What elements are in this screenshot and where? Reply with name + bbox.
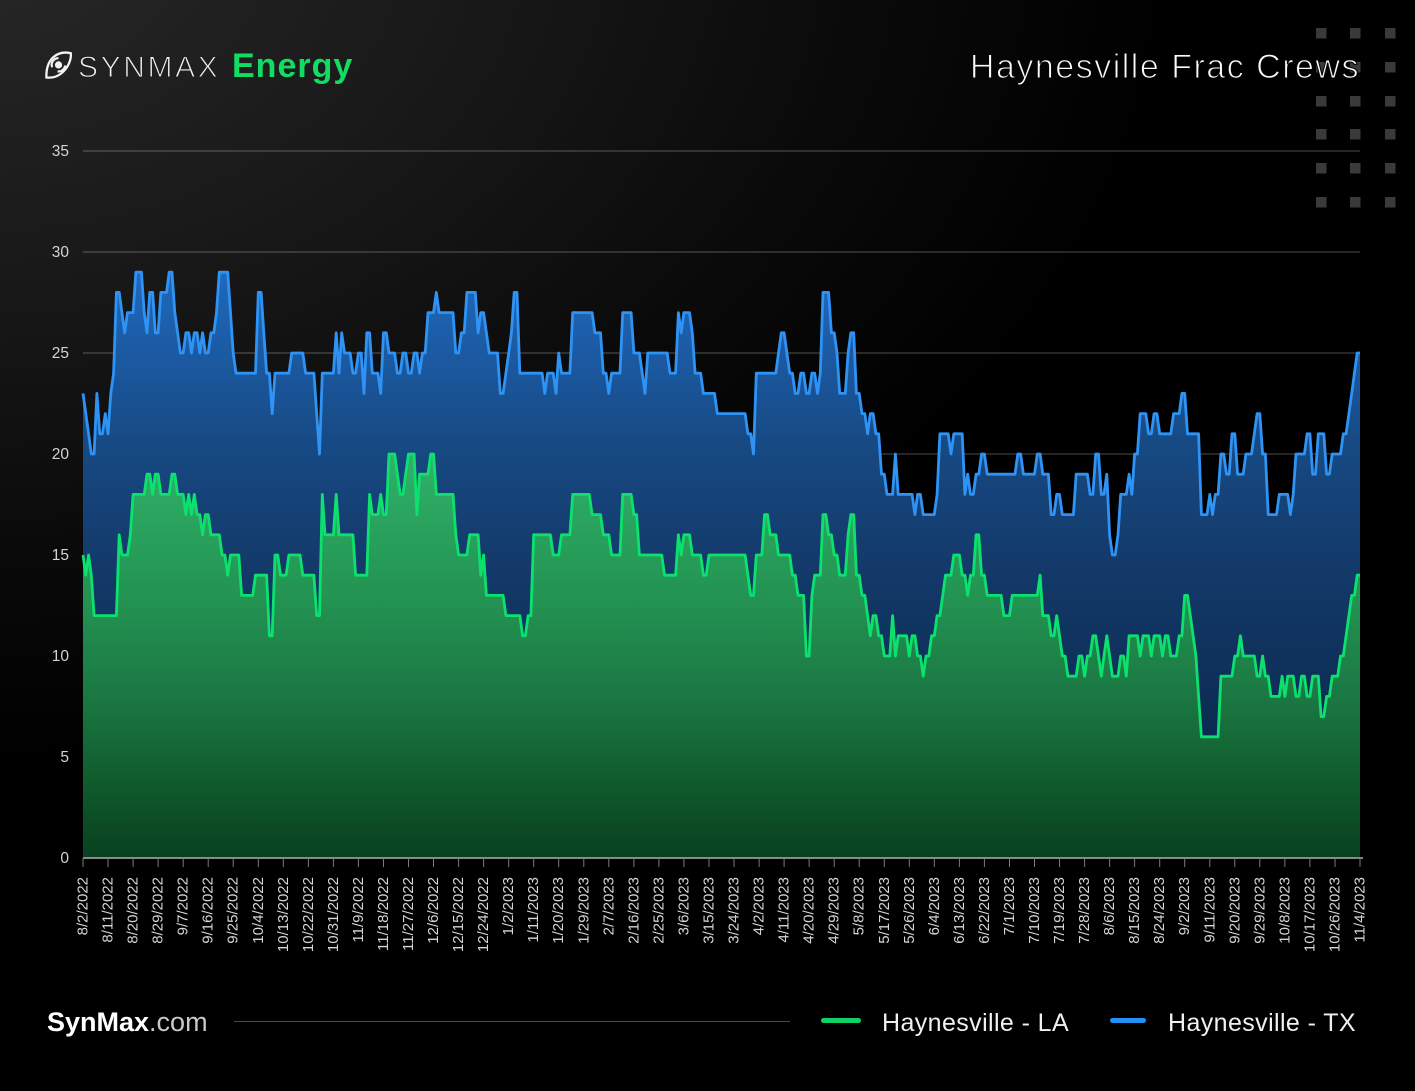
svg-text:8/24/2023: 8/24/2023	[1151, 877, 1168, 944]
svg-text:Haynesville Frac Crews: Haynesville Frac Crews	[970, 48, 1360, 86]
svg-text:35: 35	[52, 143, 69, 160]
svg-text:7/28/2023: 7/28/2023	[1076, 877, 1093, 944]
svg-text:SynMax.com: SynMax.com	[47, 1007, 208, 1037]
svg-text:3/15/2023: 3/15/2023	[701, 877, 718, 944]
svg-text:9/2/2023: 9/2/2023	[1176, 877, 1193, 935]
svg-text:0: 0	[60, 850, 69, 867]
svg-text:10/31/2022: 10/31/2022	[325, 877, 342, 952]
svg-text:5/17/2023: 5/17/2023	[876, 877, 893, 944]
svg-text:12/24/2022: 12/24/2022	[475, 877, 492, 952]
svg-text:9/25/2022: 9/25/2022	[225, 877, 242, 944]
svg-text:6/4/2023: 6/4/2023	[926, 877, 943, 935]
svg-text:10: 10	[52, 648, 70, 665]
svg-text:7/19/2023: 7/19/2023	[1051, 877, 1068, 944]
svg-text:7/1/2023: 7/1/2023	[1001, 877, 1018, 935]
svg-text:6/13/2023: 6/13/2023	[951, 877, 968, 944]
svg-text:SYNMAX: SYNMAX	[78, 51, 220, 84]
svg-text:1/11/2023: 1/11/2023	[525, 877, 542, 943]
svg-text:9/7/2022: 9/7/2022	[175, 877, 192, 935]
svg-text:5: 5	[60, 749, 69, 766]
svg-text:8/20/2022: 8/20/2022	[125, 877, 142, 944]
svg-text:4/29/2023: 4/29/2023	[826, 877, 843, 944]
svg-text:10/26/2023: 10/26/2023	[1327, 877, 1344, 952]
svg-text:12/15/2022: 12/15/2022	[450, 877, 467, 952]
svg-text:11/9/2022: 11/9/2022	[350, 877, 367, 943]
svg-text:9/20/2023: 9/20/2023	[1226, 877, 1243, 944]
svg-text:12/6/2022: 12/6/2022	[425, 877, 442, 944]
svg-text:8/6/2023: 8/6/2023	[1101, 877, 1118, 935]
svg-text:15: 15	[52, 547, 69, 564]
svg-text:3/24/2023: 3/24/2023	[726, 877, 743, 944]
svg-text:2/7/2023: 2/7/2023	[600, 877, 617, 935]
svg-text:9/11/2023: 9/11/2023	[1201, 877, 1218, 943]
svg-text:1/20/2023: 1/20/2023	[550, 877, 567, 944]
svg-text:Haynesville - LA: Haynesville - LA	[882, 1009, 1069, 1037]
svg-text:6/22/2023: 6/22/2023	[976, 877, 993, 944]
svg-text:5/8/2023: 5/8/2023	[851, 877, 868, 935]
svg-text:5/26/2023: 5/26/2023	[901, 877, 918, 944]
svg-text:4/2/2023: 4/2/2023	[751, 877, 768, 935]
svg-text:Energy: Energy	[232, 47, 353, 85]
svg-text:1/29/2023: 1/29/2023	[575, 877, 592, 944]
svg-text:Haynesville - TX: Haynesville - TX	[1168, 1009, 1356, 1037]
svg-text:4/11/2023: 4/11/2023	[776, 877, 793, 943]
svg-text:9/16/2022: 9/16/2022	[200, 877, 217, 944]
svg-text:11/27/2022: 11/27/2022	[400, 877, 417, 951]
svg-text:11/4/2023: 11/4/2023	[1352, 877, 1369, 943]
svg-text:30: 30	[52, 244, 70, 261]
svg-text:2/25/2023: 2/25/2023	[650, 877, 667, 944]
svg-text:10/13/2022: 10/13/2022	[275, 877, 292, 952]
svg-text:8/29/2022: 8/29/2022	[150, 877, 167, 944]
svg-text:2/16/2023: 2/16/2023	[625, 877, 642, 944]
svg-text:3/6/2023: 3/6/2023	[675, 877, 692, 935]
svg-text:4/20/2023: 4/20/2023	[801, 877, 818, 944]
svg-text:8/15/2023: 8/15/2023	[1126, 877, 1143, 944]
svg-text:10/8/2023: 10/8/2023	[1276, 877, 1293, 944]
svg-text:1/2/2023: 1/2/2023	[500, 877, 517, 935]
svg-text:7/10/2023: 7/10/2023	[1026, 877, 1043, 944]
svg-text:9/29/2023: 9/29/2023	[1251, 877, 1268, 944]
svg-text:8/11/2022: 8/11/2022	[100, 877, 117, 943]
svg-text:25: 25	[52, 345, 69, 362]
svg-text:20: 20	[52, 446, 70, 463]
svg-text:10/17/2023: 10/17/2023	[1301, 877, 1318, 952]
svg-text:10/4/2022: 10/4/2022	[250, 877, 267, 944]
svg-text:10/22/2022: 10/22/2022	[300, 877, 317, 952]
svg-text:8/2/2022: 8/2/2022	[75, 877, 92, 935]
svg-text:11/18/2022: 11/18/2022	[375, 877, 392, 951]
